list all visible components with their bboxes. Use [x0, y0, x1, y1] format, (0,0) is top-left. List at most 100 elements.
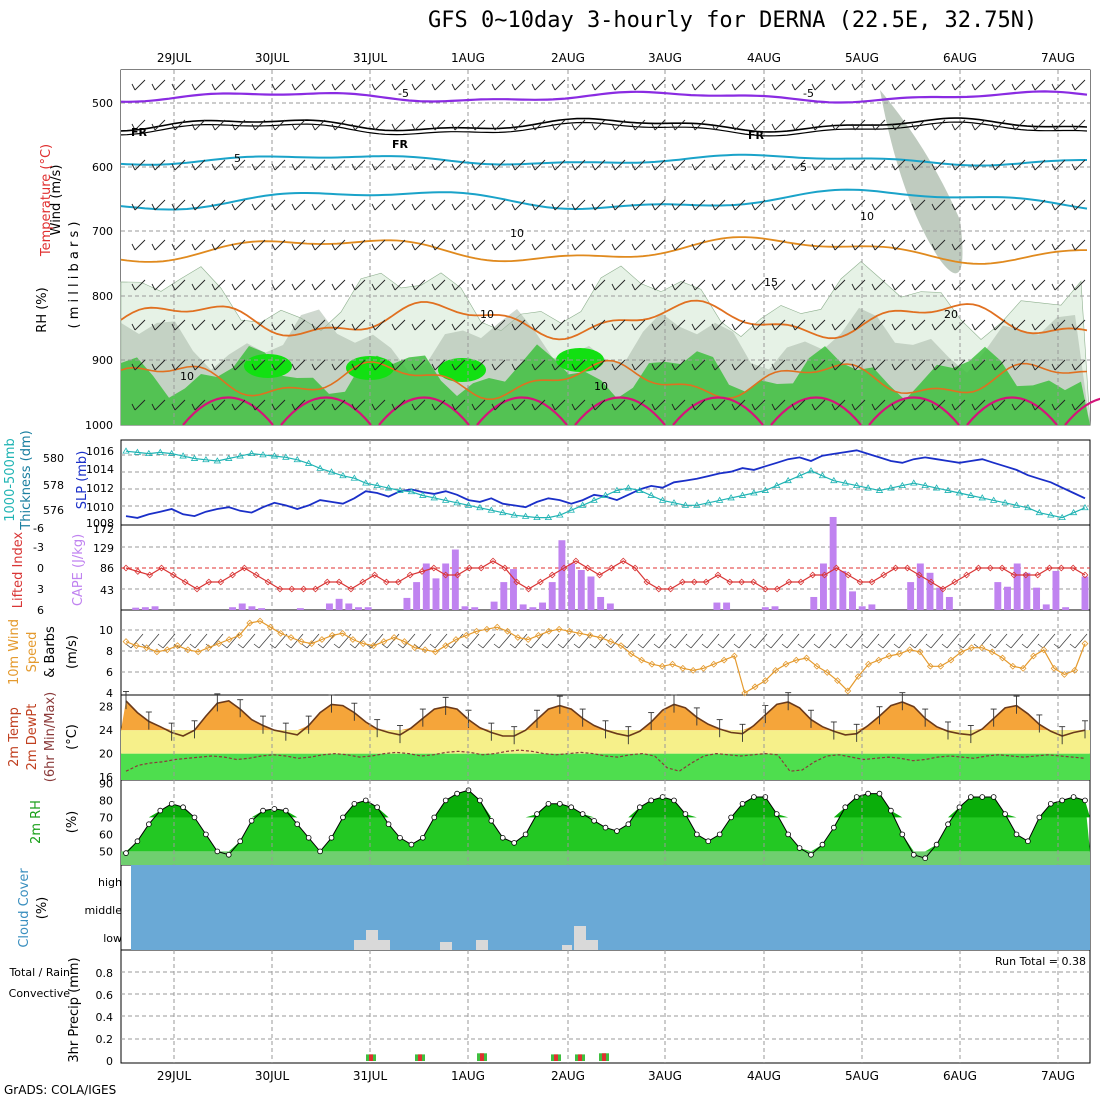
wind-barb — [291, 79, 306, 91]
thickness-point — [122, 447, 130, 454]
wind10-barb — [749, 633, 768, 649]
wind10-point — [287, 634, 295, 641]
wind-barb — [991, 79, 1006, 91]
thickness-point — [373, 481, 381, 489]
thickness-point — [167, 449, 176, 457]
rh-point — [831, 824, 837, 831]
wind-barb — [1071, 279, 1086, 291]
wind-barb — [171, 79, 186, 91]
wind10-point — [225, 636, 233, 643]
rh-saturated-blob — [346, 356, 394, 380]
wind10-point — [885, 652, 893, 660]
wind10-point — [143, 644, 151, 652]
wind10-point — [761, 677, 769, 685]
wind-barb — [531, 239, 546, 251]
pressure-tick: 700 — [92, 225, 113, 238]
rh-point — [705, 838, 712, 844]
li-point — [832, 564, 840, 572]
thickness-point — [259, 451, 267, 458]
contour-25-arc — [672, 396, 764, 426]
rh-point — [477, 797, 483, 804]
wind-barb — [891, 239, 906, 251]
ylabel-temperature: Temperature (°C) — [39, 144, 54, 257]
wind-barb — [491, 119, 506, 131]
wind-barb — [531, 359, 546, 371]
thickness-point — [887, 484, 895, 491]
ylabel-cloud-b: (%) — [35, 897, 50, 920]
wind-barb — [551, 199, 566, 211]
wind-barb — [351, 79, 366, 91]
li-point — [205, 578, 213, 586]
wind-barb — [1011, 279, 1026, 291]
wind-barb — [791, 159, 806, 171]
wind10-barb — [653, 633, 672, 649]
wind-barb — [211, 319, 226, 331]
contour-label: FR — [392, 138, 409, 151]
wind-barb — [751, 159, 766, 171]
date-label-bottom: 31JUL — [353, 1069, 388, 1083]
li-point — [1081, 571, 1089, 579]
wind-barb — [171, 359, 186, 371]
li-point — [383, 578, 390, 586]
thickness-point — [910, 479, 918, 486]
thickness-point — [407, 487, 416, 495]
wind-barb — [771, 279, 786, 291]
wind10-point — [957, 648, 965, 656]
wind-barb — [551, 399, 566, 411]
contour-25-arc — [1064, 397, 1100, 426]
thickness-point — [624, 484, 633, 491]
rh-point — [168, 800, 175, 807]
wind-barb — [411, 79, 426, 91]
cape-bar — [490, 601, 498, 610]
wind-barb — [931, 399, 946, 411]
li-point — [122, 564, 130, 572]
li-point — [252, 571, 260, 579]
thickness-point — [670, 499, 678, 506]
wind-barb — [851, 359, 866, 371]
wind-barb — [371, 159, 386, 171]
wind-barb — [891, 199, 906, 211]
cape-bar — [510, 569, 517, 610]
wind10-point — [1071, 666, 1079, 674]
thickness-point — [750, 489, 758, 496]
rh-point — [522, 831, 529, 838]
thickness-point — [453, 499, 461, 506]
wind-barb — [171, 239, 186, 251]
li-point — [241, 564, 248, 572]
li-point — [288, 585, 296, 593]
wind-barb — [931, 239, 946, 251]
wind-barb — [751, 199, 766, 211]
wind-barb — [131, 79, 146, 91]
low-cloud-bar — [378, 940, 390, 950]
ylabel-thickness-b: Thickness (dm) — [19, 430, 34, 530]
wind-barb — [851, 319, 866, 331]
wind-barb — [511, 79, 526, 91]
rh-point — [876, 790, 883, 797]
wind-barb — [131, 319, 146, 331]
rh-point — [488, 817, 495, 824]
rh-point — [248, 817, 255, 824]
wind10-point — [236, 632, 243, 639]
rh-point — [362, 797, 369, 804]
wind-barb — [1031, 359, 1046, 371]
date-label-top: 2AUG — [551, 51, 585, 65]
wind-barb — [351, 319, 366, 331]
li-point — [797, 578, 805, 586]
contour-label: -5 — [398, 87, 409, 100]
thickness-point — [784, 476, 792, 484]
wind10-barb — [861, 633, 880, 649]
li-point — [655, 585, 663, 593]
wind10-point — [370, 642, 377, 650]
rh-point — [305, 834, 312, 841]
wind10-point — [339, 629, 346, 637]
wind-barb — [431, 279, 446, 291]
wind-barb — [791, 119, 806, 131]
wind-barb — [431, 199, 446, 211]
wind-barb — [1051, 279, 1066, 291]
wind-barb — [271, 199, 286, 211]
rh-point — [865, 790, 871, 797]
wind10-point — [184, 646, 192, 654]
wind10-barb — [701, 633, 720, 649]
date-label-top: 7AUG — [1041, 51, 1075, 65]
wind-barb — [1011, 199, 1026, 211]
